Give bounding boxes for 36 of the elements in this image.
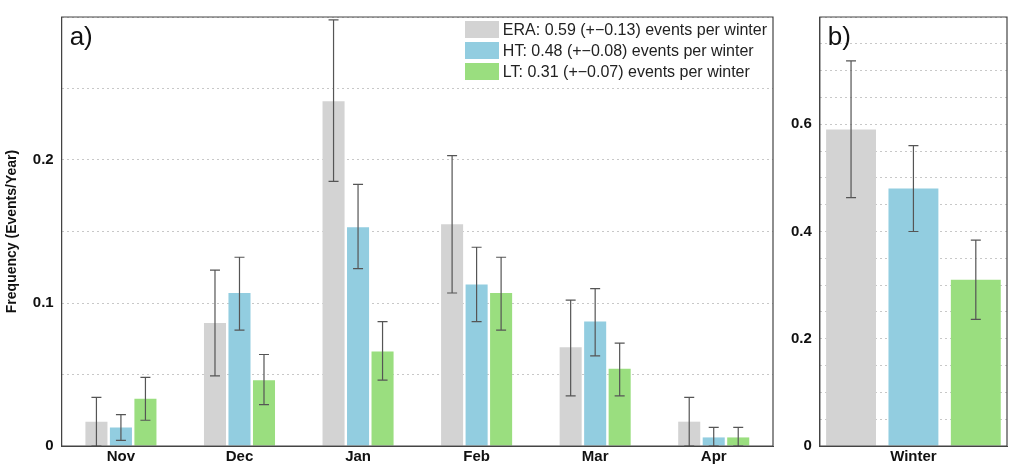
x-tick-label: Feb <box>463 447 490 465</box>
bar <box>347 227 370 446</box>
x-tick-label: Jan <box>345 447 371 465</box>
bar <box>950 279 1001 446</box>
bar <box>727 437 750 446</box>
bar <box>85 421 108 446</box>
bar <box>465 284 488 446</box>
legend-label: LT: 0.31 (+−0.07) events per winter <box>502 62 750 82</box>
annotation: a) <box>69 21 93 52</box>
legend-label: HT: 0.48 (+−0.08) events per winter <box>502 41 754 61</box>
bar <box>608 368 631 446</box>
y-axis-title: Frequency (Events/Year) <box>3 149 20 314</box>
bar <box>134 398 157 446</box>
bar <box>584 321 607 446</box>
bar <box>109 427 132 446</box>
x-tick-label: Dec <box>225 447 254 465</box>
bar <box>228 292 251 446</box>
x-tick-label: Nov <box>106 447 136 465</box>
y-tick-label: 0.1 <box>32 293 54 311</box>
y-tick-label: 0.2 <box>32 150 54 168</box>
x-tick-label: Winter <box>890 447 937 465</box>
bar <box>252 380 276 446</box>
bar <box>490 292 513 446</box>
x-tick-label: Mar <box>581 447 609 465</box>
y-tick-label: 0.6 <box>790 114 812 132</box>
bar <box>371 351 394 446</box>
bar <box>888 188 939 446</box>
annotation: b) <box>827 21 851 52</box>
x-tick-label: Apr <box>700 447 727 465</box>
y-tick-label: 0.4 <box>790 221 813 239</box>
y-tick-label: 0 <box>803 436 812 454</box>
y-tick-label: 0.2 <box>790 328 812 346</box>
legend-label: ERA: 0.59 (+−0.13) events per winter <box>502 20 767 40</box>
bar <box>702 437 725 446</box>
bar <box>678 421 701 446</box>
y-tick-label: 0 <box>45 436 54 454</box>
